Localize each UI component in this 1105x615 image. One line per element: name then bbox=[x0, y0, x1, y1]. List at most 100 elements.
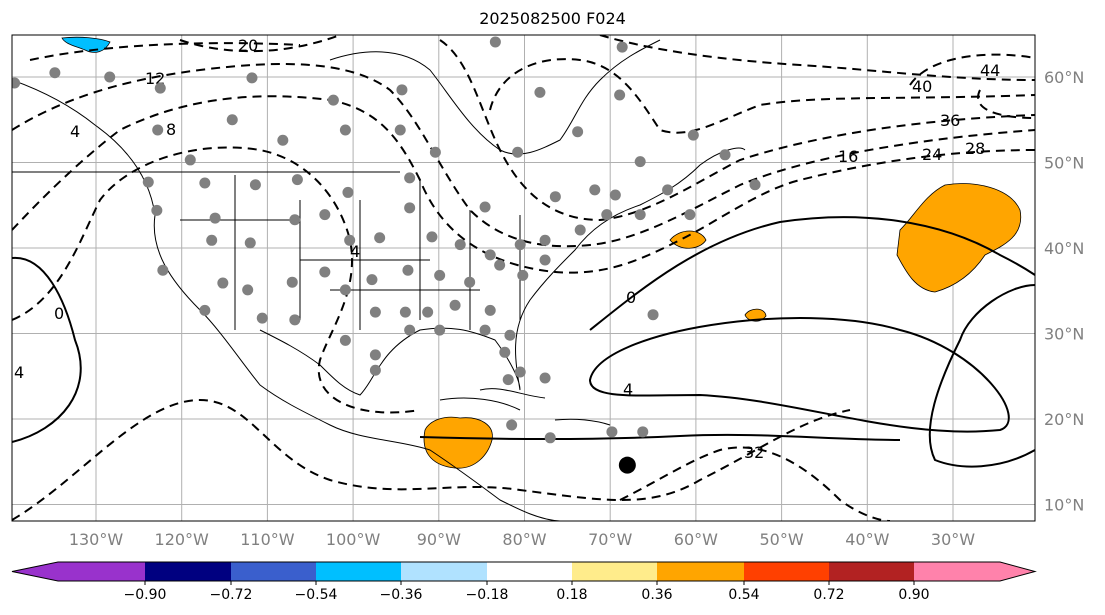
station-dot bbox=[199, 177, 211, 189]
contour-label: 0 bbox=[626, 288, 636, 307]
contour-label: 40 bbox=[912, 77, 932, 96]
station-dot bbox=[489, 36, 501, 48]
station-dot bbox=[49, 67, 61, 79]
contour-0-west bbox=[12, 256, 82, 443]
station-dot bbox=[246, 72, 258, 84]
station-dot bbox=[454, 239, 466, 251]
station-dot bbox=[464, 276, 476, 288]
station-dot bbox=[369, 364, 381, 376]
station-dot bbox=[154, 82, 166, 94]
lon-tick-label: 120°W bbox=[155, 530, 210, 549]
lon-tick-label: 130°W bbox=[69, 530, 124, 549]
station-dot bbox=[687, 129, 699, 141]
contour-label: 4 bbox=[623, 380, 633, 399]
colorbar-tick-label: 0.54 bbox=[728, 587, 759, 603]
station-dot bbox=[449, 299, 461, 311]
colorbar-segment bbox=[829, 562, 914, 581]
station-dot bbox=[339, 284, 351, 296]
contour-label: 4 bbox=[70, 122, 80, 141]
station-dot bbox=[157, 264, 169, 276]
contour-labels: 20 12 8 4 0 4 4 0 4 16 24 28 36 40 44 32 bbox=[14, 36, 1000, 462]
station-dot bbox=[422, 306, 434, 318]
lon-tick-label: 30°W bbox=[931, 530, 975, 549]
station-dot bbox=[502, 374, 514, 386]
station-dot bbox=[684, 209, 696, 221]
station-dot bbox=[104, 71, 116, 83]
shaded-regions bbox=[61, 36, 1022, 469]
map-title: 2025082500 F024 bbox=[479, 9, 626, 28]
lat-tick-label: 30°N bbox=[1044, 325, 1084, 344]
station-dot bbox=[396, 84, 408, 96]
contour-label: 4 bbox=[350, 242, 360, 261]
station-dot bbox=[601, 209, 613, 221]
station-dot bbox=[634, 209, 646, 221]
contour-label: 0 bbox=[54, 304, 64, 323]
shade-central-america bbox=[423, 416, 493, 469]
station-dot bbox=[206, 234, 218, 246]
station-dot bbox=[12, 77, 21, 89]
lon-tick-label: 50°W bbox=[760, 530, 804, 549]
station-dot bbox=[369, 349, 381, 361]
station-dot bbox=[434, 269, 446, 281]
station-dot bbox=[291, 174, 303, 186]
station-dot bbox=[479, 324, 491, 336]
station-dot bbox=[574, 224, 586, 236]
colorbar: −0.90 −0.72 −0.54 −0.36 −0.18 0.18 0.36 0.54 0.7… bbox=[11, 561, 1037, 603]
colorbar-segment bbox=[572, 562, 657, 581]
station-dot bbox=[539, 234, 551, 246]
colorbar-tick-label: −0.90 bbox=[124, 587, 167, 603]
station-dot bbox=[244, 237, 256, 249]
station-dot bbox=[199, 304, 211, 316]
lon-tick-label: 70°W bbox=[588, 530, 632, 549]
contour-4-closed bbox=[588, 317, 1010, 433]
colorbar-tick-label: 0.72 bbox=[813, 587, 844, 603]
station-dot bbox=[514, 239, 526, 251]
station-dot bbox=[539, 254, 551, 266]
station-dot bbox=[319, 266, 331, 278]
station-dot bbox=[749, 179, 761, 191]
map-frame bbox=[11, 34, 1036, 522]
colorbar-tick-label: −0.54 bbox=[295, 587, 338, 603]
colorbar-extend-low bbox=[12, 562, 145, 581]
station-dot bbox=[609, 189, 621, 201]
station-dot bbox=[209, 212, 221, 224]
station-dot bbox=[319, 209, 331, 221]
contour-label: 4 bbox=[14, 363, 24, 382]
lat-tick-label: 60°N bbox=[1044, 68, 1084, 87]
station-dot bbox=[151, 204, 163, 216]
colorbar-tick-label: −0.36 bbox=[380, 587, 423, 603]
contour-label: 32 bbox=[744, 443, 764, 462]
station-dot bbox=[404, 324, 416, 336]
contour-label: 44 bbox=[980, 61, 1000, 80]
colorbar-segment bbox=[401, 562, 487, 581]
marker-dot bbox=[618, 456, 636, 474]
lon-tick-label: 90°W bbox=[417, 530, 461, 549]
station-dot bbox=[549, 191, 561, 203]
colorbar-outline bbox=[11, 561, 1037, 582]
lon-tick-label: 100°W bbox=[326, 530, 381, 549]
contour-label: 28 bbox=[965, 139, 985, 158]
station-dot bbox=[484, 304, 496, 316]
station-dot bbox=[249, 179, 261, 191]
station-dot bbox=[719, 149, 731, 161]
station-dot bbox=[344, 234, 356, 246]
station-dot bbox=[479, 201, 491, 213]
shade-green-top bbox=[61, 36, 111, 53]
coastlines bbox=[12, 39, 746, 521]
station-dot bbox=[484, 249, 496, 261]
station-dot bbox=[327, 94, 339, 106]
lat-tick-label: 20°N bbox=[1044, 410, 1084, 429]
contour-label: 24 bbox=[922, 145, 942, 164]
contour-0-east bbox=[928, 284, 1035, 468]
station-dot bbox=[517, 269, 529, 281]
station-dot bbox=[369, 306, 381, 318]
station-dot bbox=[366, 274, 378, 286]
station-dot bbox=[544, 432, 556, 444]
station-dot bbox=[499, 346, 511, 358]
station-dot bbox=[634, 156, 646, 168]
colorbar-tick-label: 0.36 bbox=[641, 587, 672, 603]
station-dot bbox=[434, 324, 446, 336]
contour-0-main bbox=[419, 216, 1035, 441]
lon-tick-label: 80°W bbox=[502, 530, 546, 549]
colorbar-segment bbox=[231, 562, 316, 581]
